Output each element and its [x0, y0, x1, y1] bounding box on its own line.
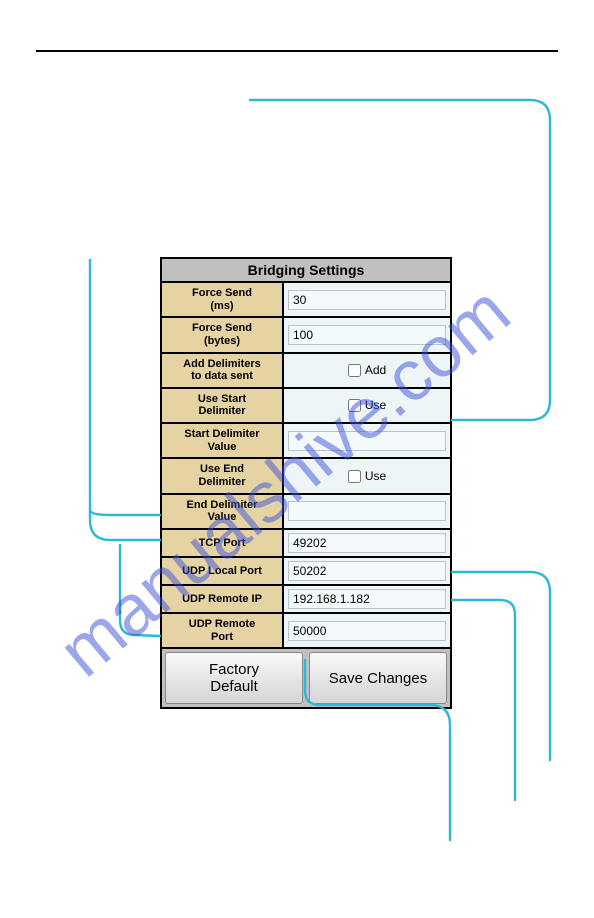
label-udp-remote-ip: UDP Remote IP [162, 586, 284, 612]
input-tcp-port[interactable] [288, 533, 446, 553]
label-force-send-bytes: Force Send(bytes) [162, 318, 284, 351]
label-force-send-ms: Force Send(ms) [162, 283, 284, 316]
checkbox-use-end-delimiter-wrap[interactable]: Use [348, 469, 386, 483]
top-rule [36, 50, 558, 52]
checkbox-use-end-delimiter[interactable] [348, 470, 361, 483]
label-end-delimiter-value: End DelimiterValue [162, 495, 284, 528]
checkbox-add-delimiters-label: Add [365, 363, 386, 377]
checkbox-add-delimiters[interactable] [348, 364, 361, 377]
checkbox-use-end-delimiter-label: Use [365, 469, 386, 483]
label-use-start-delimiter: Use StartDelimiter [162, 389, 284, 422]
checkbox-use-start-delimiter-label: Use [365, 398, 386, 412]
input-udp-local-port[interactable] [288, 561, 446, 581]
row-tcp-port: TCP Port [162, 530, 450, 558]
row-use-start-delimiter: Use StartDelimiter Use [162, 389, 450, 424]
bridging-settings-panel: Bridging Settings Force Send(ms) Force S… [160, 257, 452, 709]
row-udp-remote-ip: UDP Remote IP [162, 586, 450, 614]
label-use-end-delimiter: Use EndDelimiter [162, 459, 284, 492]
row-udp-remote-port: UDP RemotePort [162, 614, 450, 649]
input-force-send-bytes[interactable] [288, 325, 446, 345]
checkbox-use-start-delimiter[interactable] [348, 399, 361, 412]
label-udp-local-port: UDP Local Port [162, 558, 284, 584]
row-end-delimiter-value: End DelimiterValue [162, 495, 450, 530]
label-udp-remote-port: UDP RemotePort [162, 614, 284, 647]
input-start-delimiter-value[interactable] [288, 431, 446, 451]
row-add-delimiters: Add Delimitersto data sent Add [162, 354, 450, 389]
button-row: FactoryDefault Save Changes [162, 649, 450, 707]
input-force-send-ms[interactable] [288, 290, 446, 310]
checkbox-add-delimiters-wrap[interactable]: Add [348, 363, 386, 377]
label-add-delimiters: Add Delimitersto data sent [162, 354, 284, 387]
panel-title: Bridging Settings [162, 259, 450, 283]
input-udp-remote-ip[interactable] [288, 589, 446, 609]
label-tcp-port: TCP Port [162, 530, 284, 556]
label-start-delimiter-value: Start DelimiterValue [162, 424, 284, 457]
checkbox-use-start-delimiter-wrap[interactable]: Use [348, 398, 386, 412]
row-force-send-bytes: Force Send(bytes) [162, 318, 450, 353]
input-end-delimiter-value[interactable] [288, 501, 446, 521]
row-start-delimiter-value: Start DelimiterValue [162, 424, 450, 459]
factory-default-button[interactable]: FactoryDefault [165, 652, 303, 704]
row-use-end-delimiter: Use EndDelimiter Use [162, 459, 450, 494]
input-udp-remote-port[interactable] [288, 621, 446, 641]
row-udp-local-port: UDP Local Port [162, 558, 450, 586]
save-changes-button[interactable]: Save Changes [309, 652, 447, 704]
row-force-send-ms: Force Send(ms) [162, 283, 450, 318]
